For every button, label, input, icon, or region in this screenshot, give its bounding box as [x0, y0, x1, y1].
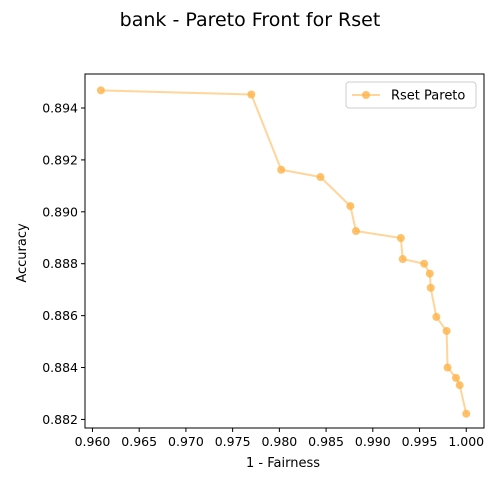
y-tick-label: 0.882 — [42, 412, 78, 427]
data-point — [443, 363, 452, 372]
x-tick-label: 0.965 — [121, 434, 157, 449]
legend: Rset Pareto — [345, 81, 477, 109]
data-point — [247, 90, 256, 99]
data-point — [316, 173, 325, 182]
data-point — [425, 269, 434, 278]
data-point — [442, 326, 451, 335]
data-point — [455, 381, 464, 390]
y-tick-label: 0.884 — [42, 360, 78, 375]
data-point — [346, 202, 355, 211]
legend-box — [345, 81, 477, 109]
y-axis-label: Accuracy — [15, 223, 30, 283]
data-point — [96, 86, 105, 95]
x-tick-label: 0.995 — [402, 434, 438, 449]
x-axis-label: 1 - Fairness — [246, 456, 320, 471]
data-point — [426, 283, 435, 292]
data-point — [462, 409, 471, 418]
axes: 0.960 0.965 0.970 0.975 0.980 0.985 0.990 0.995… — [42, 73, 485, 449]
data-point — [396, 234, 405, 243]
y-tick-label: 0.890 — [42, 204, 78, 219]
series-line — [100, 89, 468, 414]
y-tick-label: 0.894 — [42, 100, 78, 115]
x-tick-label: 0.960 — [75, 434, 111, 449]
data-point — [420, 259, 429, 268]
x-tick-label: 0.980 — [261, 434, 297, 449]
legend-label: Rset Pareto — [391, 89, 465, 104]
x-tick-label: 0.975 — [215, 434, 251, 449]
data-point — [432, 312, 441, 321]
y-tick-label: 0.886 — [42, 308, 78, 323]
data-point — [277, 165, 286, 174]
y-tick-label: 0.888 — [42, 256, 78, 271]
x-tick-label: 0.985 — [308, 434, 344, 449]
data-point — [398, 255, 407, 264]
plot-frame — [84, 73, 485, 429]
y-tick-label: 0.892 — [42, 152, 78, 167]
plot-area — [96, 86, 471, 418]
x-tick-label: 0.990 — [355, 434, 391, 449]
legend-point-marker — [362, 91, 370, 99]
x-tick-label: 0.970 — [168, 434, 204, 449]
x-tick-label: 1.000 — [448, 434, 484, 449]
chart-title: bank - Pareto Front for Rset — [120, 9, 381, 31]
data-point — [451, 373, 460, 382]
data-point — [351, 227, 360, 236]
